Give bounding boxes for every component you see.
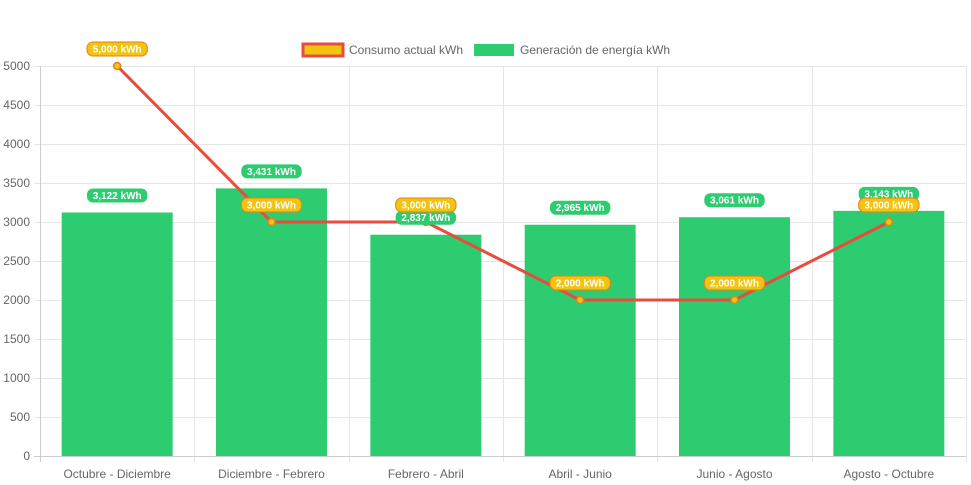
legend-swatch-generacion (474, 44, 514, 56)
y-tick-label: 2500 (3, 254, 30, 268)
x-tick-label: Octubre - Diciembre (63, 467, 171, 481)
data-label-bg (703, 275, 766, 291)
line-data-label: 5,000 kWh (86, 41, 148, 57)
line-data-label: 3,000 kWh (395, 197, 457, 213)
data-label-bg (395, 197, 457, 213)
data-label-bg (858, 186, 920, 201)
bar-data-label: 3,122 kWh (86, 188, 148, 203)
data-label-bg (395, 210, 457, 225)
y-tick-label: 2000 (3, 293, 30, 307)
y-tick-label: 0 (23, 449, 30, 463)
data-label-bg (549, 275, 611, 291)
bar[interactable] (833, 210, 945, 456)
data-labels: 3,122 kWh 3,431 kWh 2,837 kWh 2,965 kWh 3,06… (86, 41, 920, 291)
data-label-text: 2,000 kWh (710, 279, 759, 290)
data-label-text: 3,061 kWh (710, 196, 759, 207)
data-label-bg (704, 193, 765, 208)
bar-data-label: 3,431 kWh (241, 164, 302, 179)
line-point[interactable] (884, 217, 894, 227)
line-data-label: 2,000 kWh (703, 275, 766, 291)
x-tick-label: Agosto - Octubre (843, 467, 934, 481)
data-label-bg (549, 200, 611, 215)
data-label-text: 3,431 kWh (247, 167, 296, 178)
data-label-text: 3,000 kWh (864, 201, 913, 212)
bar-series (61, 188, 945, 456)
legend-item-consumo[interactable]: Consumo actual kWh (301, 42, 463, 58)
data-label-bg (858, 197, 920, 213)
bar[interactable] (679, 217, 790, 456)
data-label-bg (240, 197, 303, 213)
bar-data-label: 2,965 kWh (549, 200, 611, 215)
x-tick-label: Diciembre - Febrero (218, 467, 325, 481)
data-label-text: 5,000 kWh (93, 45, 142, 56)
line-point[interactable] (267, 217, 276, 227)
y-tick-label: 4500 (3, 98, 30, 112)
data-label-text: 2,965 kWh (556, 203, 605, 214)
y-tick-label: 500 (10, 410, 30, 424)
data-label-text: 2,000 kWh (556, 279, 605, 290)
legend-label-consumo: Consumo actual kWh (349, 43, 463, 57)
y-tick-label: 5000 (3, 59, 30, 73)
legend-label-generacion: Generación de energía kWh (520, 43, 670, 57)
bar[interactable] (524, 224, 636, 456)
data-label-text: 3,122 kWh (93, 191, 142, 202)
bar[interactable] (216, 188, 327, 456)
axes: 0 500 1000 1500 2000 2500 3000 3500 4000 4500 5000… (3, 59, 966, 481)
data-label-text: 3,000 kWh (247, 201, 296, 212)
data-label-text: 3,000 kWh (401, 201, 450, 212)
y-tick-label: 4000 (3, 137, 30, 151)
line-data-label: 3,000 kWh (240, 197, 303, 213)
bar[interactable] (370, 234, 482, 456)
line-data-label: 3,000 kWh (858, 197, 920, 213)
y-tick-label: 1500 (3, 332, 30, 346)
legend-swatch-consumo (301, 42, 345, 58)
x-tick-label: Junio - Agosto (696, 467, 772, 481)
data-label-bg (86, 188, 148, 203)
y-tick-label: 1000 (3, 371, 30, 385)
y-tick-label: 3000 (3, 215, 30, 229)
line-point[interactable] (575, 295, 585, 305)
line-point[interactable] (730, 295, 739, 305)
y-tick-label: 3500 (3, 176, 30, 190)
legend-item-generacion[interactable]: Generación de energía kWh (474, 43, 670, 57)
x-tick-label: Febrero - Abril (388, 467, 464, 481)
data-label-text: 2,837 kWh (401, 213, 450, 224)
line-data-label: 2,000 kWh (549, 275, 611, 291)
bar-data-label: 3,143 kWh (858, 186, 920, 201)
bar-data-label: 2,837 kWh (395, 210, 457, 225)
data-label-text: 3,143 kWh (864, 189, 913, 200)
bar-data-label: 3,061 kWh (704, 193, 765, 208)
data-label-bg (86, 41, 148, 57)
legend[interactable]: Consumo actual kWh Generación de energía … (301, 42, 670, 58)
x-tick-label: Abril - Junio (548, 467, 612, 481)
line-point[interactable] (112, 61, 122, 71)
bar[interactable] (61, 212, 173, 456)
data-label-bg (241, 164, 302, 179)
